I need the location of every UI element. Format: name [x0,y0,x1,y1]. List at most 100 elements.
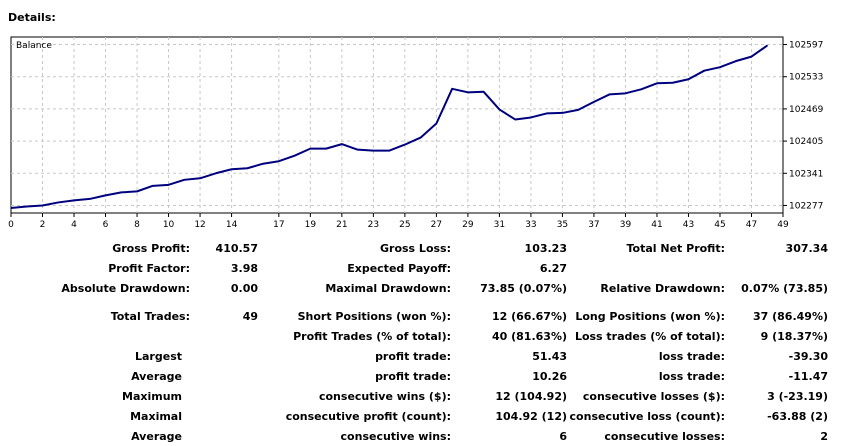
balance-point [309,148,311,150]
x-tick-label: 8 [134,220,140,230]
y-tick-label: 102469 [789,105,824,115]
x-tick-label: 49 [777,220,789,230]
x-tick-label: 27 [431,220,442,230]
x-tick-label: 6 [103,220,109,230]
balance-point [735,60,737,62]
balance-point [514,118,516,121]
largest-loss-value: -39.30 [788,350,828,363]
balance-point [120,191,122,193]
balance-point [136,190,138,192]
balance-point [57,201,59,204]
balance-point [357,149,359,151]
maximal-drawdown-value: 73.85 (0.07%) [480,282,567,295]
balance-point [577,109,579,111]
max-consecutive-losses-value: 3 (-23.19) [767,390,828,403]
relative-drawdown-label: Relative Drawdown: [600,282,725,295]
balance-point [561,112,564,114]
x-tick-label: 0 [8,220,14,230]
average-profit-value: 10.26 [532,370,567,383]
x-tick-label: 39 [620,220,632,230]
balance-point [341,143,343,145]
y-tick-label: 102533 [789,73,823,83]
balance-point [167,184,170,186]
balance-point [498,108,501,111]
gross-loss-label: Gross Loss: [380,242,451,255]
average-consecutive-label: Average [131,430,182,443]
balance-point [687,78,690,80]
average-consecutive-losses-label: consecutive losses: [604,430,725,443]
relative-drawdown-value: 0.07% (73.85) [741,282,828,295]
largest-profit-value: 51.43 [532,350,567,363]
average-label: Average [131,370,182,383]
y-tick-label: 102277 [789,201,823,211]
balance-point [199,177,201,179]
short-positions-label: Short Positions (won %): [297,310,451,323]
balance-point [451,88,453,90]
balance-point [183,179,185,181]
x-tick-label: 23 [368,220,379,230]
x-tick-label: 33 [525,220,536,230]
loss-trades-label: Loss trades (% of total): [574,330,725,343]
total-net-profit-value: 307.34 [785,242,828,255]
balance-point [246,167,248,169]
average-loss-label: loss trade: [658,370,725,383]
average-loss-value: -11.47 [788,370,828,383]
profit-factor-value: 3.98 [230,262,258,275]
balance-point [278,160,280,162]
gross-profit-label: Gross Profit: [112,242,190,255]
short-positions-value: 12 (66.67%) [491,310,567,323]
largest-label: Largest [135,350,182,363]
maximum-label: Maximum [122,390,182,403]
balance-point [325,148,327,150]
x-tick-label: 45 [714,220,725,230]
maximal-drawdown-label: Maximal Drawdown: [325,282,451,295]
balance-point [41,204,44,207]
balance-point [152,185,154,187]
balance-point [230,168,233,170]
balance-point [73,199,75,202]
balance-point [404,144,406,146]
expected-payoff-value: 6.27 [539,262,567,275]
total-trades-value: 49 [242,310,258,323]
absolute-drawdown-label: Absolute Drawdown: [61,282,190,295]
x-tick-label: 17 [273,220,284,230]
x-tick-label: 37 [588,220,599,230]
x-tick-label: 12 [194,220,205,230]
average-profit-label: profit trade: [375,370,451,383]
x-tick-label: 31 [494,220,505,230]
profit-trades-label: Profit Trades (% of total): [293,330,451,343]
gross-profit-value: 410.57 [215,242,258,255]
balance-point [420,136,422,139]
balance-point [262,163,264,165]
maximal-consecutive-profit-label: consecutive profit (count): [285,410,451,423]
y-tick-label: 102597 [789,41,823,51]
balance-point [719,66,721,68]
y-tick-label: 102405 [789,137,823,147]
balance-point [750,56,753,58]
long-positions-label: Long Positions (won %): [575,310,725,323]
average-consecutive-losses-value: 2 [820,430,828,443]
x-tick-label: 10 [163,220,175,230]
expected-payoff-label: Expected Payoff: [347,262,451,275]
balance-point [546,112,548,115]
maximal-label: Maximal [130,410,182,423]
x-tick-label: 19 [305,220,317,230]
y-tick-label: 102341 [789,169,823,179]
profit-factor-label: Profit Factor: [108,262,190,275]
max-consecutive-wins-label: consecutive wins ($): [318,390,451,403]
x-tick-label: 21 [336,220,347,230]
balance-point [656,82,658,84]
absolute-drawdown-value: 0.00 [230,282,258,295]
gross-loss-value: 103.23 [524,242,567,255]
total-trades-label: Total Trades: [110,310,190,323]
balance-point [624,92,627,94]
max-consecutive-losses-label: consecutive losses ($): [582,390,725,403]
x-tick-label: 41 [651,220,662,230]
maximal-consecutive-loss-value: -63.88 (2) [767,410,828,423]
balance-point [293,155,296,157]
balance-point [215,172,217,174]
balance-point [89,198,91,200]
balance-point [104,194,107,196]
long-positions-value: 37 (86.49%) [752,310,828,323]
